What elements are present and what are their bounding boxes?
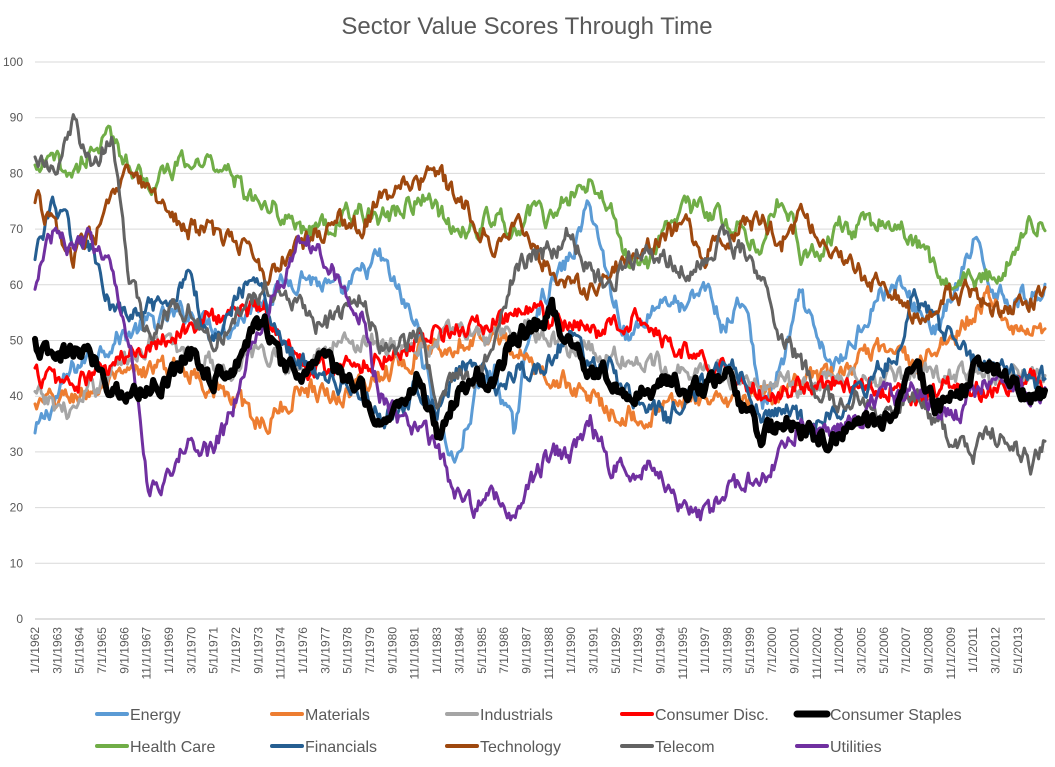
series-line-technology (33, 163, 1047, 325)
x-tick-label: 7/1/2007 (899, 627, 913, 674)
x-tick-label: 9/1/1980 (385, 627, 399, 674)
legend-label: Energy (130, 707, 181, 724)
x-tick-label: 3/1/1970 (184, 627, 198, 674)
series-line-consumer-staples (32, 296, 1048, 454)
y-tick-label: 50 (10, 334, 24, 348)
x-tick-label: 9/1/1987 (519, 627, 533, 674)
x-tick-label: 5/1/1978 (341, 627, 355, 674)
x-tick-label: 11/1/1988 (542, 627, 556, 680)
legend-label: Telecom (655, 739, 715, 756)
x-tick-label: 3/1/1963 (50, 627, 64, 674)
y-tick-label: 60 (10, 278, 24, 292)
x-tick-label: 5/1/2013 (1011, 627, 1025, 674)
x-tick-label: 5/1/1964 (73, 627, 87, 674)
legend-label: Materials (305, 707, 370, 724)
legend-label: Financials (305, 739, 377, 756)
x-tick-label: 9/1/1973 (251, 627, 265, 674)
chart-title: Sector Value Scores Through Time (341, 13, 712, 40)
x-tick-label: 9/1/2008 (922, 627, 936, 674)
x-tick-label: 1/1/1990 (564, 627, 578, 674)
legend: Energy Materials Industrials Consumer Disc.… (95, 707, 962, 756)
x-tick-label: 9/1/2001 (787, 627, 801, 674)
y-tick-label: 80 (10, 166, 24, 180)
series-line-utilities (33, 226, 1047, 522)
x-tick-label: 7/1/1979 (363, 627, 377, 674)
x-tick-label: 5/1/1971 (207, 627, 221, 674)
x-tick-label: 7/1/1972 (229, 627, 243, 674)
y-tick-label: 90 (10, 111, 24, 125)
series-line-health-care (33, 124, 1047, 291)
x-tick-label: 7/1/2000 (765, 627, 779, 674)
x-tick-label: 3/1/1998 (720, 627, 734, 674)
x-tick-label: 3/1/2005 (855, 627, 869, 674)
x-tick-label: 1/1/2011 (966, 627, 980, 673)
x-tick-label: 3/1/2012 (989, 627, 1003, 674)
y-tick-label: 70 (10, 222, 24, 236)
plot-area (32, 113, 1048, 522)
y-tick-label: 20 (10, 501, 24, 515)
x-tick-label: 3/1/1991 (586, 627, 600, 674)
legend-label: Health Care (130, 739, 215, 756)
x-tick-label: 5/1/1992 (609, 627, 623, 674)
x-tick-label: 1/1/1976 (296, 627, 310, 674)
legend-label: Consumer Staples (830, 707, 962, 724)
legend-label: Consumer Disc. (655, 707, 769, 724)
series-line-financials (33, 195, 1047, 439)
y-tick-label: 40 (10, 389, 24, 403)
x-tick-label: 1/1/1997 (698, 627, 712, 674)
x-tick-label: 11/1/1967 (140, 627, 154, 680)
x-tick-label: 11/1/2002 (810, 627, 824, 680)
legend-label: Industrials (480, 707, 553, 724)
x-tick-label: 5/1/1999 (743, 627, 757, 674)
y-tick-label: 100 (3, 55, 23, 69)
legend-label: Utilities (830, 739, 882, 756)
x-tick-label: 11/1/2009 (944, 627, 958, 680)
y-tick-label: 0 (16, 612, 23, 626)
x-tick-label: 1/1/1962 (28, 627, 42, 674)
series-line-energy (33, 199, 1047, 464)
x-tick-label: 1/1/1983 (430, 627, 444, 674)
x-tick-label: 11/1/1974 (274, 627, 288, 680)
y-axis-ticks: 0 10 20 30 40 50 60 70 80 90 100 (3, 55, 23, 626)
x-tick-label: 7/1/1986 (497, 627, 511, 674)
x-tick-label: 11/1/1981 (408, 627, 422, 680)
x-axis-ticks: 1/1/1962 3/1/1963 5/1/1964 7/1/1965 9/1/1966… (28, 627, 1025, 680)
gridlines (35, 61, 1045, 620)
x-tick-label: 3/1/1977 (318, 627, 332, 674)
x-tick-label: 11/1/1995 (676, 627, 690, 680)
legend-label: Technology (480, 739, 561, 756)
x-tick-label: 5/1/1985 (475, 627, 489, 674)
y-tick-label: 10 (10, 556, 24, 570)
y-tick-label: 30 (10, 445, 24, 459)
x-tick-label: 1/1/1969 (162, 627, 176, 674)
x-tick-label: 9/1/1994 (653, 627, 667, 674)
x-tick-label: 3/1/1984 (452, 627, 466, 674)
x-tick-label: 1/1/2004 (832, 627, 846, 674)
x-tick-label: 7/1/1993 (631, 627, 645, 674)
x-tick-label: 9/1/1966 (117, 627, 131, 674)
x-tick-label: 5/1/2006 (877, 627, 891, 674)
x-tick-label: 7/1/1965 (95, 627, 109, 674)
